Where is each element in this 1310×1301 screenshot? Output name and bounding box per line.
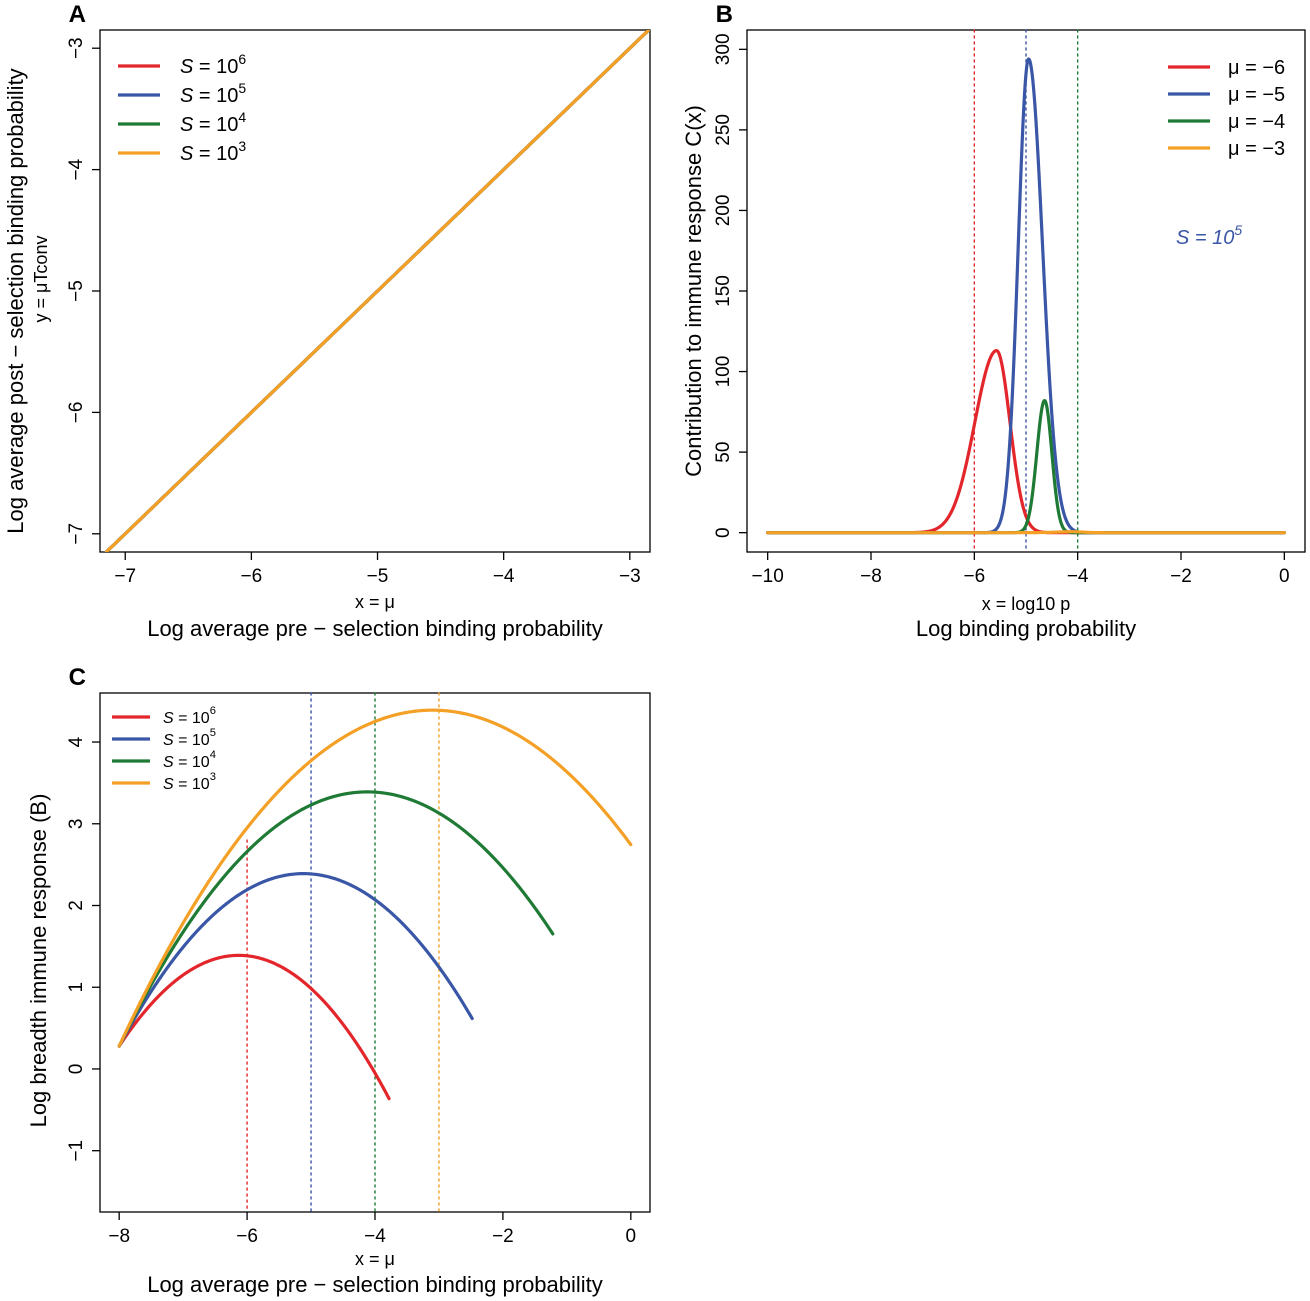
legend-entry-s-5: S = 105 [180, 80, 246, 107]
y-tick-label: 150 [713, 275, 734, 307]
y-tick-label: −6 [66, 402, 87, 424]
x-tick-label: −4 [493, 566, 515, 587]
series-line-s-3 [117, 708, 633, 1048]
legend-entry-s-3: S = 103 [163, 771, 216, 793]
x-tick-label: −6 [241, 566, 263, 587]
x-tick-label: −10 [752, 566, 784, 587]
legend-entry: μ = −4 [1228, 111, 1285, 133]
x-tick-label: −8 [108, 1226, 130, 1247]
series-line-s-4 [117, 790, 555, 1048]
y-tick-label: −7 [66, 523, 87, 545]
plot-area [104, 30, 650, 552]
legend-entry-s-3: S = 103 [180, 138, 246, 165]
x-tick-label: −2 [492, 1226, 514, 1247]
x-tick-label: −8 [860, 566, 882, 587]
panel-label: C [69, 664, 86, 691]
x-tick-label: 0 [626, 1226, 637, 1247]
y-axis-sub-label: y = μTconv [31, 236, 51, 323]
legend-entry: μ = −3 [1228, 138, 1285, 160]
y-tick-label: 1 [66, 982, 87, 993]
y-tick-label: 200 [713, 195, 734, 227]
legend-entry-s-4: S = 104 [180, 109, 246, 136]
legend-entry: μ = −6 [1228, 57, 1285, 79]
y-tick-label: 300 [713, 33, 734, 65]
series-line-s-6 [117, 953, 391, 1101]
x-tick-label: −4 [364, 1226, 386, 1247]
series-line-s-3 [104, 30, 650, 552]
series-line-mu [766, 530, 1286, 535]
panel-label: B [716, 1, 733, 28]
legend-entry-s-5: S = 105 [163, 727, 216, 749]
x-axis-title: Log binding probability [916, 616, 1136, 641]
y-axis-title: Log average post − selection binding pro… [3, 68, 28, 533]
x-axis-title: Log average pre − selection binding prob… [147, 1272, 603, 1297]
x-tick-label: −7 [114, 566, 136, 587]
plot-area [117, 708, 633, 1101]
x-tick-label: −6 [963, 566, 985, 587]
y-tick-label: −4 [66, 158, 87, 180]
y-axis-title: Contribution to immune response C(x) [681, 105, 706, 477]
x-tick-label: −6 [236, 1226, 258, 1247]
y-tick-label: 250 [713, 114, 734, 146]
y-tick-label: 3 [66, 818, 87, 829]
x-axis-title: Log average pre − selection binding prob… [147, 616, 603, 641]
legend-entry-s-6: S = 106 [163, 705, 216, 727]
x-tick-label: −5 [367, 566, 389, 587]
y-tick-label: −3 [66, 37, 87, 59]
x-tick-label: −2 [1170, 566, 1192, 587]
x-axis-sub-label: x = μ [355, 1249, 395, 1269]
y-tick-label: 0 [66, 1064, 87, 1075]
panel-label: A [69, 1, 86, 28]
x-tick-label: −4 [1067, 566, 1089, 587]
x-axis-sub-label: x = log10 p [982, 594, 1071, 614]
x-tick-label: 0 [1279, 566, 1290, 587]
legend-entry: μ = −5 [1228, 84, 1285, 106]
y-tick-label: −5 [66, 280, 87, 302]
y-tick-label: −1 [66, 1140, 87, 1162]
y-axis-title: Log breadth immune response (B) [26, 794, 51, 1128]
panel-b: −10 −8 −6 −4 −2 0 0 50 100 150 200 250 300 Bμ = −6 μ =… [681, 1, 1306, 641]
legend-entry-s-6: S = 106 [180, 51, 246, 78]
x-axis-sub-label: x = μ [355, 592, 395, 612]
legend-entry-s-4: S = 104 [163, 749, 216, 771]
y-tick-label: 50 [713, 442, 734, 463]
annotation-s: S = 105 [1176, 222, 1242, 249]
series-line-s-5 [117, 872, 474, 1048]
y-tick-label: 100 [713, 356, 734, 388]
y-tick-label: 0 [713, 527, 734, 538]
x-tick-label: −3 [619, 566, 641, 587]
y-tick-label: 4 [66, 736, 87, 747]
y-tick-label: 2 [66, 900, 87, 911]
